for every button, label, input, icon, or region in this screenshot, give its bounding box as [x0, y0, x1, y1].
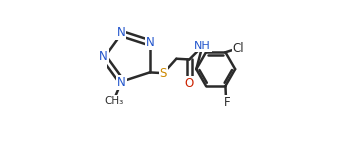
Text: S: S — [160, 67, 167, 80]
Text: CH₃: CH₃ — [104, 96, 123, 106]
Text: N: N — [117, 76, 126, 89]
Text: Cl: Cl — [233, 42, 244, 55]
Text: N: N — [99, 50, 108, 63]
Text: N: N — [116, 26, 125, 39]
Text: NH: NH — [194, 41, 211, 52]
Text: N: N — [146, 36, 155, 49]
Text: O: O — [185, 77, 194, 90]
Text: F: F — [224, 96, 231, 109]
